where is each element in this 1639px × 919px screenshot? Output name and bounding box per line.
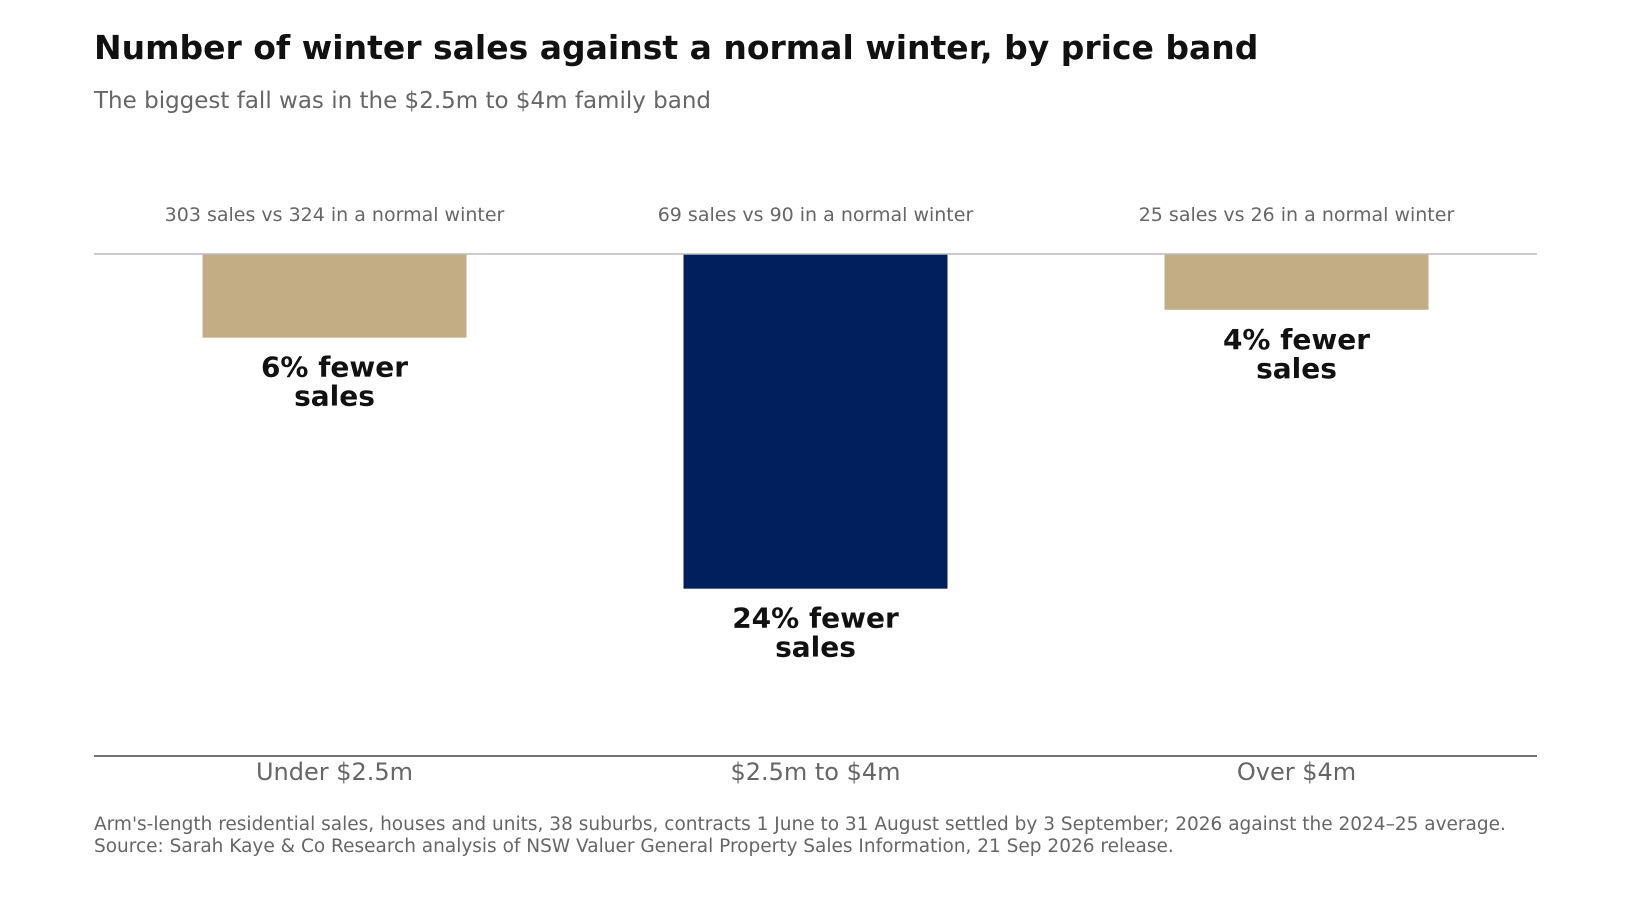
- bar-2: [1164, 254, 1429, 310]
- bar-value-label-0-line-0: 6% fewer: [261, 351, 408, 384]
- bar-value-label-2-line-1: sales: [1256, 352, 1337, 385]
- bar-value-label-0-line-1: sales: [294, 380, 375, 413]
- bar-value-label-1-line-0: 24% fewer: [732, 602, 899, 635]
- x-tick-label-2: Over $4m: [1237, 758, 1356, 786]
- footnote-definition: Arm's-length residential sales, houses a…: [94, 814, 1506, 835]
- chart-subtitle: The biggest fall was in the $2.5m to $4m…: [94, 88, 712, 114]
- bar-0: [202, 254, 467, 338]
- footnote-source: Source: Sarah Kaye & Co Research analysi…: [94, 836, 1174, 857]
- x-tick-label-1: $2.5m to $4m: [730, 758, 900, 786]
- bar-value-label-2-line-0: 4% fewer: [1223, 323, 1370, 356]
- chart-title: Number of winter sales against a normal …: [94, 28, 1259, 67]
- bar-context-label-1: 69 sales vs 90 in a normal winter: [658, 204, 974, 226]
- bar-context-label-0: 303 sales vs 324 in a normal winter: [165, 204, 505, 226]
- bar-1: [683, 254, 948, 589]
- bar-context-label-2: 25 sales vs 26 in a normal winter: [1139, 204, 1455, 226]
- x-tick-label-0: Under $2.5m: [256, 758, 413, 786]
- chart-footnote: Arm's-length residential sales, houses a…: [94, 814, 1506, 858]
- bar-value-label-1-line-1: sales: [775, 631, 856, 664]
